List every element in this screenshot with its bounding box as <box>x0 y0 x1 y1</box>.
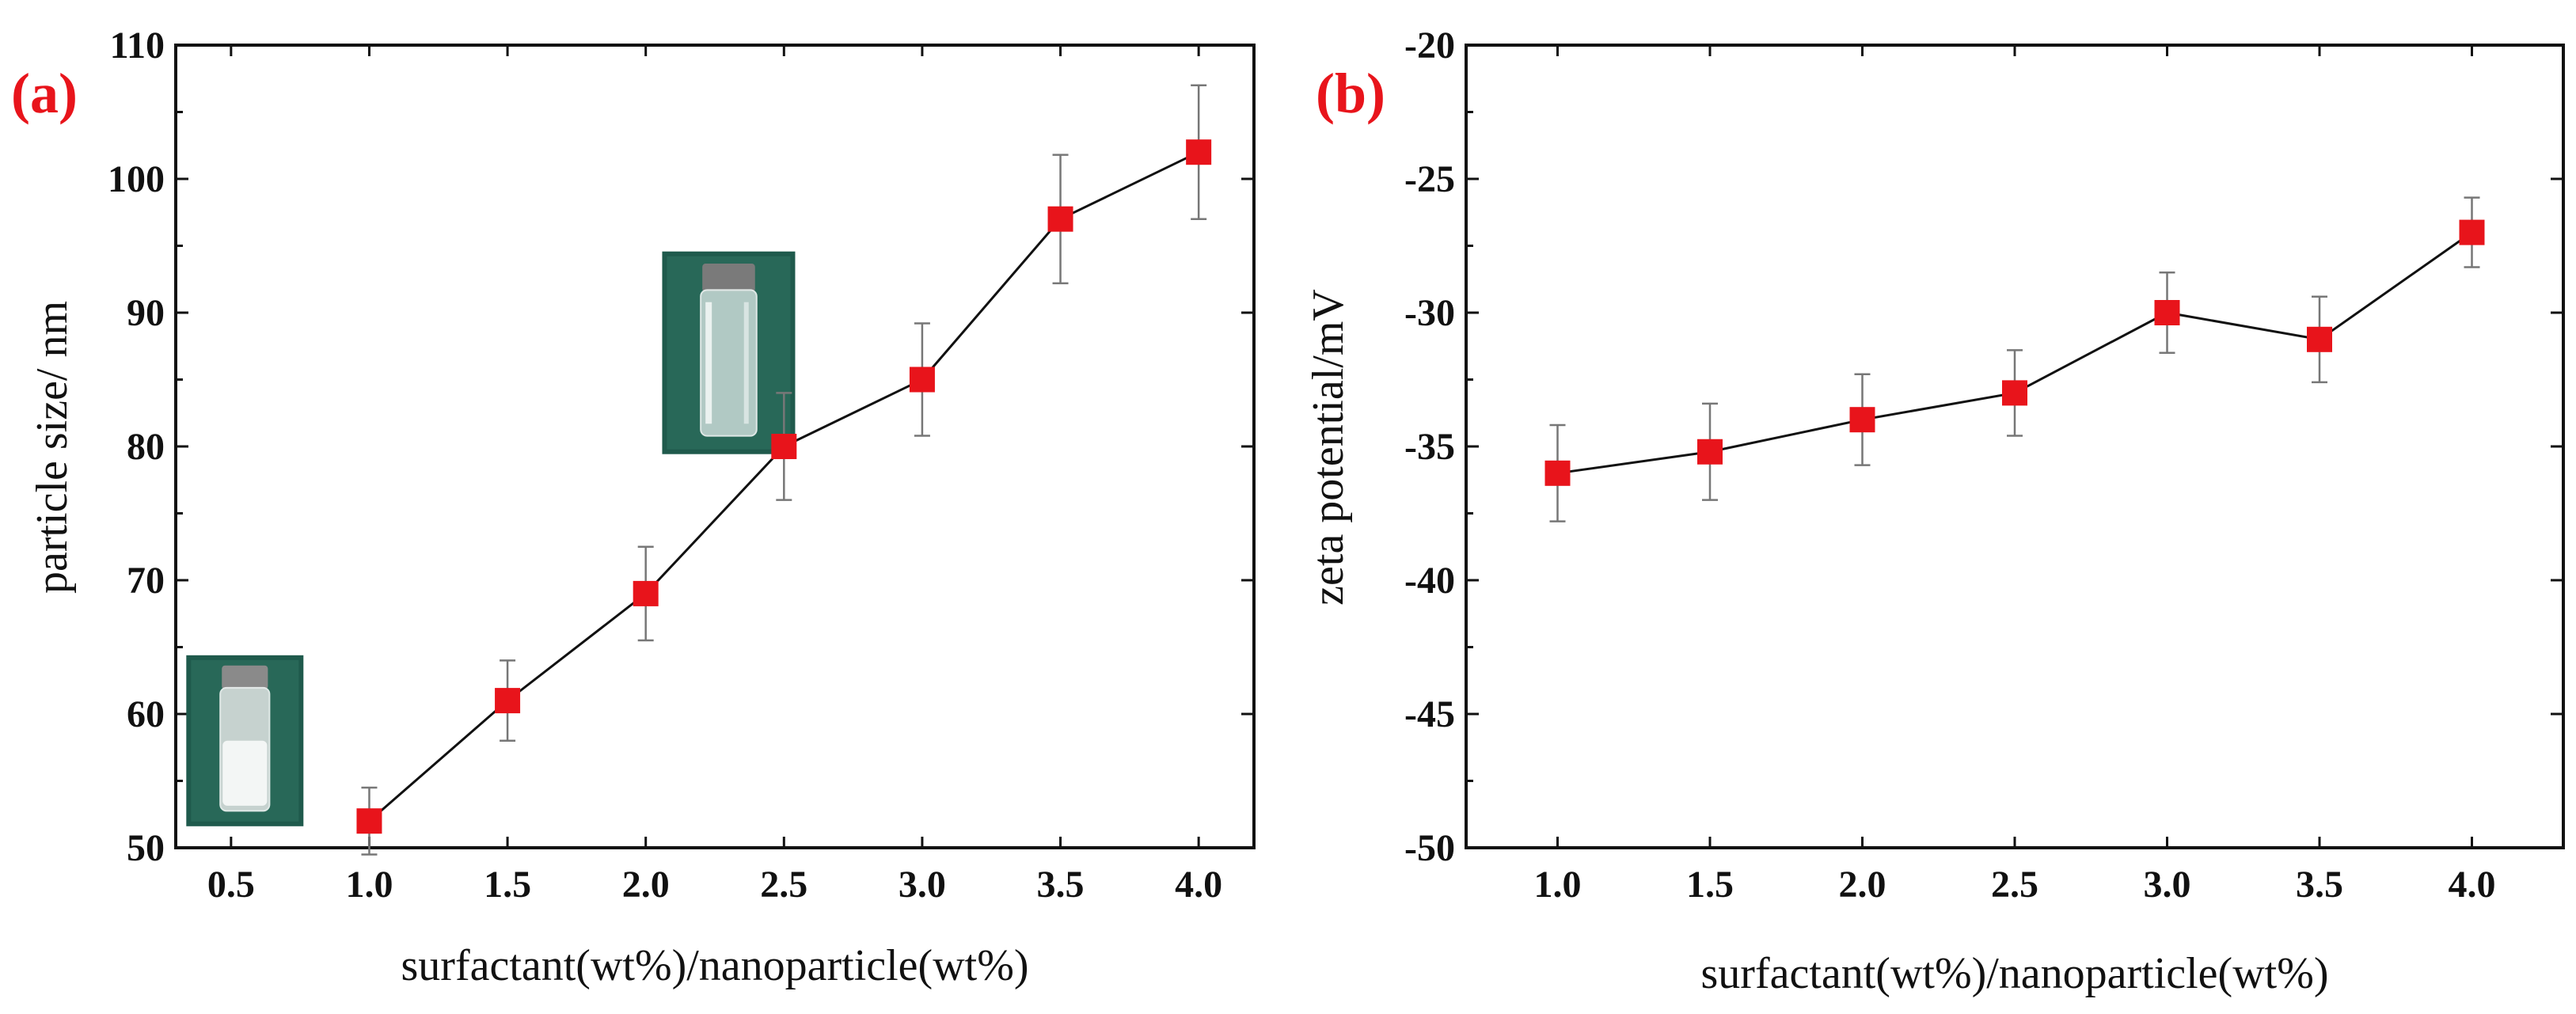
panel-a-y-tick-label: 90 <box>127 292 165 334</box>
panel-b-label: (b) <box>1316 62 1385 125</box>
panel-a-y-tick-label: 60 <box>127 693 165 735</box>
clear-dispersion-vial-photo <box>662 251 796 454</box>
panel-b-y-tick-label: -20 <box>1404 25 1455 66</box>
panel-b-y-axis-title: zeta potential/mV <box>1304 289 1353 606</box>
panel-a-x-ticks: 0.5 1.0 1.5 2.0 2.5 3.0 3.5 4.0 <box>207 45 1222 906</box>
panel-b-plot-frame <box>1465 44 2565 849</box>
panel-b-x-tick-label: 2.0 <box>1839 864 1886 906</box>
panel-a-data-point <box>495 688 521 714</box>
panel-a-x-tick-label: 3.0 <box>899 864 946 906</box>
panel-b-data-point <box>2307 326 2332 352</box>
panel-b-x-tick-label: 4.0 <box>2449 864 2496 906</box>
panel-a-x-tick-label: 3.5 <box>1037 864 1085 906</box>
panel-b-x-tick-label: 1.0 <box>1534 864 1582 906</box>
panel-a-insets <box>186 251 796 826</box>
panel-a-y-tick-label: 110 <box>110 25 165 66</box>
panel-a-data-point <box>356 808 382 834</box>
panel-b-y-tick-label: -50 <box>1404 827 1455 869</box>
panel-b-y-tick-label: -25 <box>1404 158 1455 200</box>
panel-a-label: (a) <box>11 62 78 125</box>
panel-a-data-point <box>1047 206 1073 232</box>
panel-a-x-tick-label: 2.0 <box>622 864 670 906</box>
panel-b-data-point <box>2154 300 2180 325</box>
panel-b-x-ticks: 1.0 1.5 2.0 2.5 3.0 3.5 4.0 <box>1534 45 2496 906</box>
panel-b-x-tick-label: 1.5 <box>1686 864 1734 906</box>
panel-a: (a) 0.5 1.0 1.5 2.0 2.5 3.0 3.5 4.0 50 60 70 80 90 1… <box>11 25 1256 990</box>
panel-a-data-point <box>1186 139 1212 165</box>
panel-a-y-tick-label: 50 <box>127 827 165 869</box>
panel-b-data-point <box>2002 380 2027 406</box>
panel-a-data-point <box>771 434 797 459</box>
panel-b-y-tick-label: -40 <box>1404 560 1455 602</box>
panel-b-data-point <box>1697 439 1723 465</box>
panel-b-y-ticks: -50 -45 -40 -35 -30 -25 -20 <box>1404 25 2563 869</box>
panel-a-y-axis-title: particle size/ nm <box>28 301 77 594</box>
panel-a-series <box>356 84 1212 856</box>
panel-b-y-tick-label: -45 <box>1404 693 1455 735</box>
panel-b-data-point <box>1544 460 1571 486</box>
panel-b-data-point <box>2459 219 2485 245</box>
panel-b-data-point <box>1849 407 1875 433</box>
panel-a-y-tick-label: 100 <box>108 158 165 200</box>
panel-b-x-tick-label: 3.5 <box>2296 864 2343 906</box>
panel-b-series <box>1544 196 2485 522</box>
panel-a-x-tick-label: 1.0 <box>345 864 393 906</box>
panel-a-y-tick-label: 80 <box>127 426 165 468</box>
panel-a-y-ticks: 50 60 70 80 90 100 110 <box>108 25 1254 869</box>
panel-b-x-tick-label: 2.5 <box>1991 864 2038 906</box>
panel-b-x-axis-title: surfactant(wt%)/nanoparticle(wt%) <box>1701 949 2329 998</box>
panel-a-x-tick-label: 4.0 <box>1175 864 1222 906</box>
panel-b: (b) 1.0 1.5 2.0 2.5 3.0 3.5 4.0 -50 -45 -40 -35 -3… <box>1304 25 2565 998</box>
panel-a-y-tick-label: 70 <box>127 560 165 602</box>
panel-a-data-point <box>633 580 659 606</box>
panel-a-x-axis-title: surfactant(wt%)/nanoparticle(wt%) <box>401 941 1029 990</box>
panel-b-y-tick-label: -30 <box>1404 292 1455 334</box>
panel-a-x-tick-label: 0.5 <box>207 864 255 906</box>
panel-a-data-point <box>909 366 935 393</box>
panel-a-x-tick-label: 1.5 <box>484 864 531 906</box>
panel-a-x-tick-label: 2.5 <box>760 864 807 906</box>
panel-b-y-tick-label: -35 <box>1404 426 1455 468</box>
panel-b-x-tick-label: 3.0 <box>2144 864 2191 906</box>
milky-dispersion-vial-photo <box>186 655 304 826</box>
